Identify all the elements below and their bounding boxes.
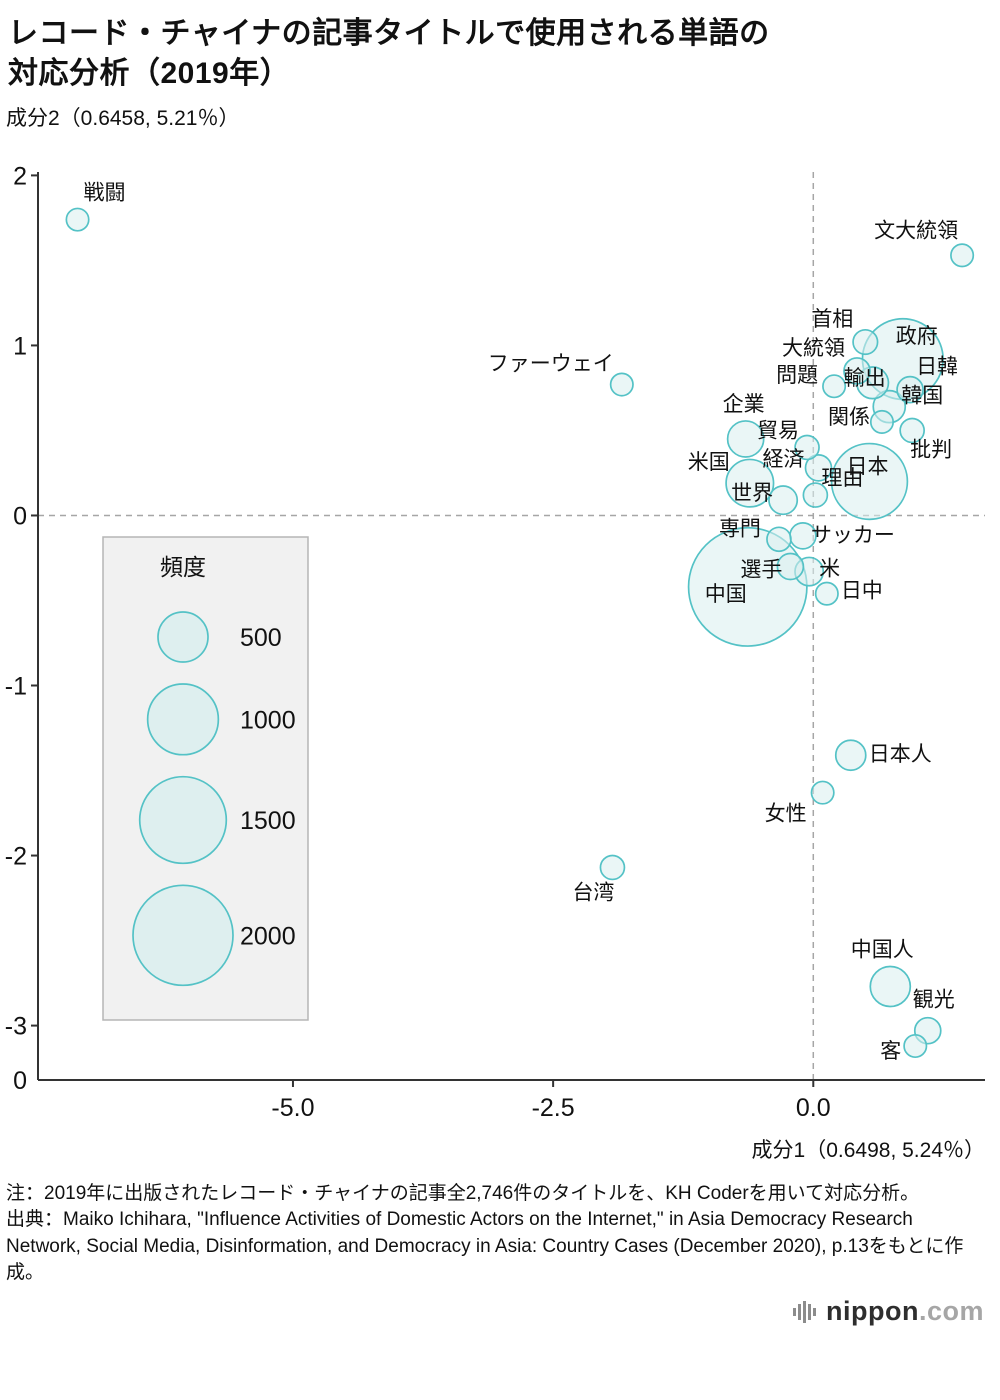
data-bubble — [768, 485, 799, 516]
legend-value-label: 1000 — [240, 707, 296, 735]
data-bubble-label: 客 — [880, 1040, 901, 1063]
data-bubble — [794, 434, 820, 461]
data-bubble-label: 日中 — [841, 580, 883, 603]
data-bubble-label: 日本人 — [869, 743, 932, 766]
data-bubble-label: 台湾 — [572, 882, 614, 905]
data-bubble — [903, 1034, 928, 1059]
data-bubble-label: 中国人 — [851, 939, 914, 962]
data-bubble-label: 問題 — [776, 364, 818, 387]
legend-bubble — [138, 776, 228, 865]
data-bubble — [726, 420, 765, 459]
data-bubble-label: 文大統領 — [874, 220, 958, 243]
legend-bubble — [132, 884, 234, 987]
nippon-logo: nippon.com — [0, 1296, 984, 1327]
y-tick-label: 1 — [13, 333, 27, 361]
logo-name: nippon — [826, 1296, 919, 1327]
data-bubble — [725, 458, 775, 508]
data-bubble — [599, 854, 626, 881]
x-tick-label: 0.0 — [796, 1094, 831, 1122]
note-text: 注：2019年に出版されたレコード・チャイナの記事全2,746件のタイトルを、K… — [6, 1183, 920, 1205]
data-bubble — [834, 739, 867, 772]
y-tick-label: -2 — [5, 843, 27, 871]
x-tick-label: -5.0 — [271, 1094, 314, 1122]
x-axis-title: 成分1（0.6498, 5.24％） — [752, 1139, 985, 1162]
logo-text: nippon.com — [826, 1296, 984, 1327]
data-bubble — [822, 374, 847, 399]
data-bubble — [830, 442, 909, 521]
data-bubble-label: 世界 — [731, 482, 773, 505]
data-bubble-label: 日本 — [846, 456, 888, 479]
legend-bubble — [157, 611, 209, 664]
data-bubble-label: 批判 — [910, 439, 952, 462]
legend-title: 頻度 — [160, 554, 206, 580]
data-bubble-label: ファーウェイ — [488, 353, 614, 376]
data-bubble — [687, 527, 808, 648]
legend-bubble — [146, 683, 220, 756]
data-bubble-label: 日韓 — [916, 356, 958, 379]
data-bubble-label: 経済 — [762, 448, 804, 471]
data-bubble-label: 専門 — [719, 517, 761, 540]
source-text: 出典：Maiko Ichihara, "Influence Activities… — [6, 1209, 964, 1283]
y-tick-label: 0 — [13, 503, 27, 531]
data-bubble — [766, 526, 792, 553]
data-bubble-label: 選手 — [740, 559, 782, 582]
origin-label: 0 — [13, 1067, 27, 1095]
x-tick-label: -2.5 — [532, 1094, 575, 1122]
data-bubble-label: 戦闘 — [84, 182, 126, 205]
legend-value-label: 1500 — [240, 807, 296, 835]
data-bubble-label: 大統領 — [782, 337, 845, 360]
y-axis-title: 成分2（0.6458, 5.21％） — [6, 107, 239, 130]
data-bubble-label: 理由 — [821, 467, 863, 490]
data-bubble-label: 観光 — [913, 989, 955, 1012]
data-bubble — [814, 581, 839, 606]
data-bubble — [776, 552, 805, 581]
data-bubble — [65, 207, 90, 232]
legend-value-label: 500 — [240, 624, 282, 652]
data-bubble — [609, 372, 634, 397]
data-bubble — [852, 329, 879, 356]
data-bubble-label: 韓国 — [901, 385, 943, 408]
data-bubble-label: 米国 — [688, 451, 730, 474]
data-bubble — [896, 375, 924, 404]
data-bubble-label: 首相 — [811, 308, 853, 331]
data-bubble-label: サッカー — [811, 524, 895, 547]
data-bubble-label: 米 — [819, 558, 840, 581]
logo-tld: .com — [918, 1296, 984, 1327]
equalizer-bars-icon — [793, 1300, 816, 1323]
data-bubble — [899, 417, 925, 444]
data-bubble — [804, 454, 833, 482]
data-bubble — [810, 780, 835, 805]
data-bubble — [869, 965, 912, 1008]
legend-value-label: 2000 — [240, 923, 296, 951]
data-bubble-label: 政府 — [896, 325, 938, 348]
data-bubble-label: 貿易 — [757, 420, 799, 443]
data-bubble — [869, 410, 895, 435]
data-bubble — [843, 357, 871, 385]
page-title: レコード・チャイナの記事タイトルで使用される単語の 対応分析（2019年） — [8, 17, 770, 90]
data-bubble-label: 輸出 — [844, 367, 886, 390]
data-bubble — [802, 482, 829, 509]
footnotes: 注：2019年に出版されたレコード・チャイナの記事全2,746件のタイトルを、K… — [6, 1181, 986, 1286]
data-bubble-label: 中国 — [705, 583, 747, 606]
y-tick-label: -3 — [5, 1013, 27, 1041]
y-tick-label: -1 — [5, 673, 27, 701]
data-bubble-label: 女性 — [765, 803, 807, 826]
data-bubble-label: 関係 — [828, 406, 870, 429]
data-bubble-label: 企業 — [723, 393, 765, 416]
data-bubble — [950, 243, 975, 268]
y-tick-label: 2 — [13, 163, 27, 191]
